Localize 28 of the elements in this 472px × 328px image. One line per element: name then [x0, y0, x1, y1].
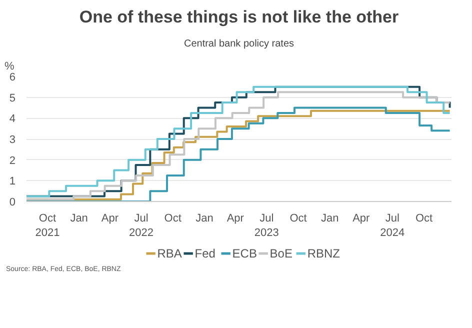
- legend-label: ECB: [232, 246, 257, 260]
- x-tick-label: Jan: [196, 212, 214, 224]
- x-tick-label: Jul 2023: [254, 212, 279, 239]
- legend-label: BoE: [270, 246, 292, 260]
- chart-title: One of these things is not like the other: [79, 8, 400, 26]
- x-tick-label: Oct: [290, 212, 307, 224]
- x-tick-label: Apr: [101, 212, 119, 224]
- y-tick-label: 4: [9, 113, 16, 126]
- x-tick-label: Jan: [321, 212, 339, 224]
- y-tick-label: 1: [9, 176, 16, 188]
- x-tick-label: Apr: [226, 212, 244, 224]
- x-tick-label: Jul 2022: [129, 212, 154, 239]
- y-tick-label: 2: [9, 154, 16, 167]
- y-tick-label: 5: [9, 92, 16, 104]
- y-tick-label: 0: [9, 196, 16, 208]
- x-tick-label: Apr: [352, 212, 370, 224]
- y-axis-title: %: [4, 60, 14, 72]
- legend-label: RBA: [157, 246, 182, 260]
- x-tick-label: Jan: [70, 212, 88, 224]
- y-tick-label: 6: [9, 72, 16, 84]
- y-tick-label: 3: [9, 134, 16, 146]
- legend-label: Fed: [194, 246, 216, 260]
- x-tick-label: Oct: [164, 212, 182, 224]
- legend-label: RBNZ: [307, 246, 340, 260]
- x-tick-label: Oct 2021: [35, 212, 60, 239]
- x-tick-label: Jul 2024: [380, 212, 405, 239]
- chart-subtitle: Central bank policy rates: [184, 38, 294, 50]
- x-tick-label: Oct: [415, 212, 433, 224]
